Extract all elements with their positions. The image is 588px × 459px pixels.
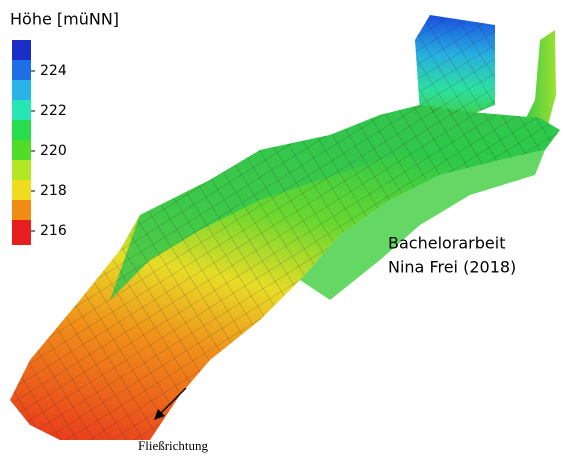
colorbar-ticks: 224 222 220 218 216: [31, 63, 67, 239]
legend-title: Höhe [müNN]: [10, 10, 119, 29]
flow-label: Fließrichtung: [138, 438, 209, 453]
terrain-mesh: [10, 15, 560, 440]
tick-label: 216: [40, 223, 67, 239]
colorbar: [12, 40, 31, 245]
credit-line: Nina Frei (2018): [388, 258, 516, 277]
tick-label: 218: [40, 183, 67, 199]
figure: Höhe [müNN] 224 222 220 218 216 Bachelorarbe…: [0, 0, 588, 459]
credit-line: Bachelorarbeit: [388, 234, 505, 253]
tick-label: 222: [40, 103, 67, 119]
tick-label: 224: [40, 63, 67, 79]
tick-label: 220: [40, 143, 67, 159]
